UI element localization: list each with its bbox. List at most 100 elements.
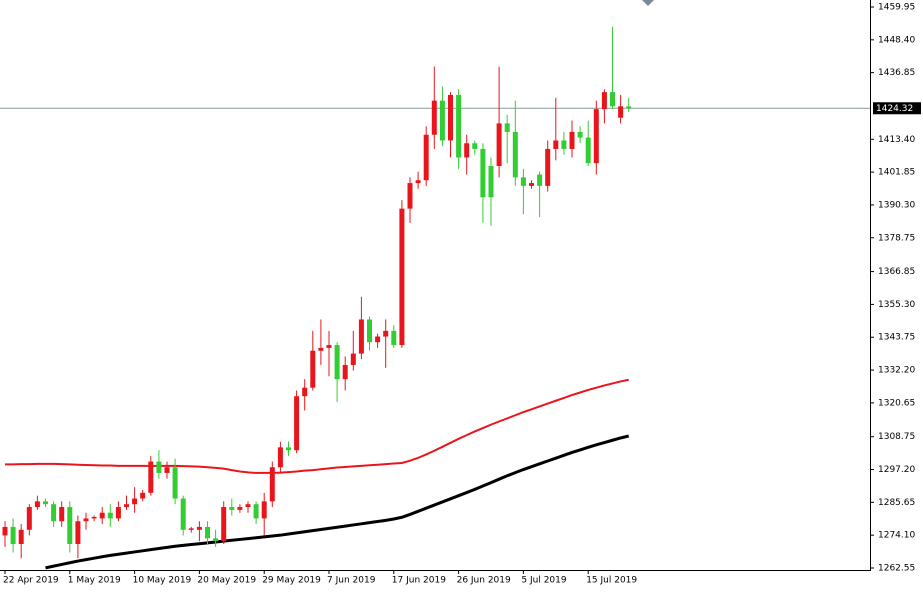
y-tick-label: 1459.95 [878, 3, 915, 13]
candle-body [520, 177, 526, 186]
y-tick-label: 1413.40 [878, 135, 915, 145]
candle-body [350, 353, 356, 365]
candle-body [99, 512, 105, 519]
y-tick-label: 1343.75 [878, 333, 915, 343]
candle-body [237, 507, 243, 510]
candle-body [358, 319, 364, 354]
x-tick-label: 22 Apr 2019 [3, 576, 59, 586]
y-tick-label: 1320.65 [878, 398, 915, 408]
moving-average [5, 378, 629, 474]
x-tick-label: 20 May 2019 [197, 576, 256, 586]
candle-body [51, 504, 57, 522]
candle-body [448, 94, 453, 141]
candle-body [148, 461, 154, 493]
candle-body [164, 467, 170, 473]
x-tick-label: 17 Jun 2019 [392, 576, 446, 586]
candle-body [229, 507, 235, 510]
x-tick-label: 5 Jul 2019 [521, 576, 566, 586]
candle-body [464, 143, 470, 158]
candle-body [480, 148, 486, 198]
candle-body [601, 92, 607, 110]
candle-body [399, 208, 405, 346]
x-tick-label: 1 May 2019 [68, 576, 121, 586]
y-tick-label: 1390.30 [878, 200, 915, 210]
x-tick-label: 29 May 2019 [262, 576, 321, 586]
candle-body [391, 330, 397, 346]
candle-body [18, 529, 24, 544]
candle-body [91, 516, 97, 519]
candle-body [585, 137, 591, 164]
candle-body [488, 166, 494, 198]
candle-body [34, 501, 40, 508]
candle-body [213, 538, 219, 542]
current-price-label: 1424.32 [876, 104, 913, 114]
candle-body [512, 131, 518, 178]
candle-body [107, 512, 113, 519]
candle-body [302, 387, 308, 397]
candle-body [472, 143, 478, 149]
y-tick-label: 1436.85 [878, 68, 915, 78]
y-tick-label: 1274.10 [878, 531, 915, 541]
candle-body [407, 183, 413, 209]
y-tick-label: 1366.85 [878, 267, 915, 277]
x-tick-label: 10 May 2019 [133, 576, 192, 586]
candle-body [196, 526, 202, 530]
candle-body [294, 396, 300, 451]
y-tick-label: 1262.55 [878, 564, 915, 574]
candle-body [334, 345, 340, 380]
candle-body [253, 504, 259, 519]
x-tick-label: 26 Jun 2019 [457, 576, 511, 586]
candle-body [286, 447, 291, 451]
candle-body [618, 106, 624, 118]
candle-body [545, 148, 551, 186]
candle-body [310, 350, 316, 388]
y-tick-label: 1401.85 [878, 168, 915, 178]
candle-body [318, 347, 324, 351]
candle-body [67, 507, 73, 544]
moving-average [45, 434, 630, 570]
candle-body [2, 526, 8, 536]
candle-body [277, 447, 283, 468]
candle-body [561, 140, 567, 149]
y-tick-label: 1332.20 [878, 366, 915, 376]
candle-body [553, 140, 559, 149]
candle-body [326, 345, 332, 348]
candle-body [180, 498, 186, 530]
candle-body [140, 492, 146, 499]
candle-body [423, 134, 429, 181]
y-tick-label: 1448.40 [878, 35, 915, 45]
candle-body [375, 336, 381, 343]
candle-body [59, 507, 65, 522]
y-tick-label: 1355.30 [878, 300, 915, 310]
candle-body [115, 507, 121, 519]
candle-body [26, 507, 32, 530]
candle-body [205, 526, 210, 539]
candle-body [156, 461, 162, 473]
candle-body [245, 504, 251, 508]
candle-body [537, 174, 543, 186]
current-price-box [873, 102, 921, 115]
candle-body [504, 123, 510, 132]
candle-body [439, 100, 445, 141]
candle-body [456, 94, 462, 158]
candle-body [367, 319, 372, 343]
candle-body [124, 504, 129, 508]
candle-body [261, 501, 267, 519]
candle-body [496, 123, 502, 167]
candle-body [593, 109, 599, 164]
x-tick-label: 7 Jun 2019 [327, 576, 376, 586]
candle-body [75, 521, 81, 544]
candle-body [610, 92, 615, 107]
y-tick-label: 1378.75 [878, 233, 915, 243]
x-tick-label: 15 Jul 2019 [586, 576, 637, 586]
candle-body [431, 100, 437, 135]
candle-body [188, 528, 194, 530]
y-tick-label: 1308.75 [878, 432, 915, 442]
candle-body [43, 501, 48, 505]
candle-body [221, 507, 227, 542]
candle-body [383, 330, 389, 337]
y-tick-label: 1285.65 [878, 498, 915, 508]
candle-body [529, 183, 534, 186]
candle-body [569, 131, 575, 149]
